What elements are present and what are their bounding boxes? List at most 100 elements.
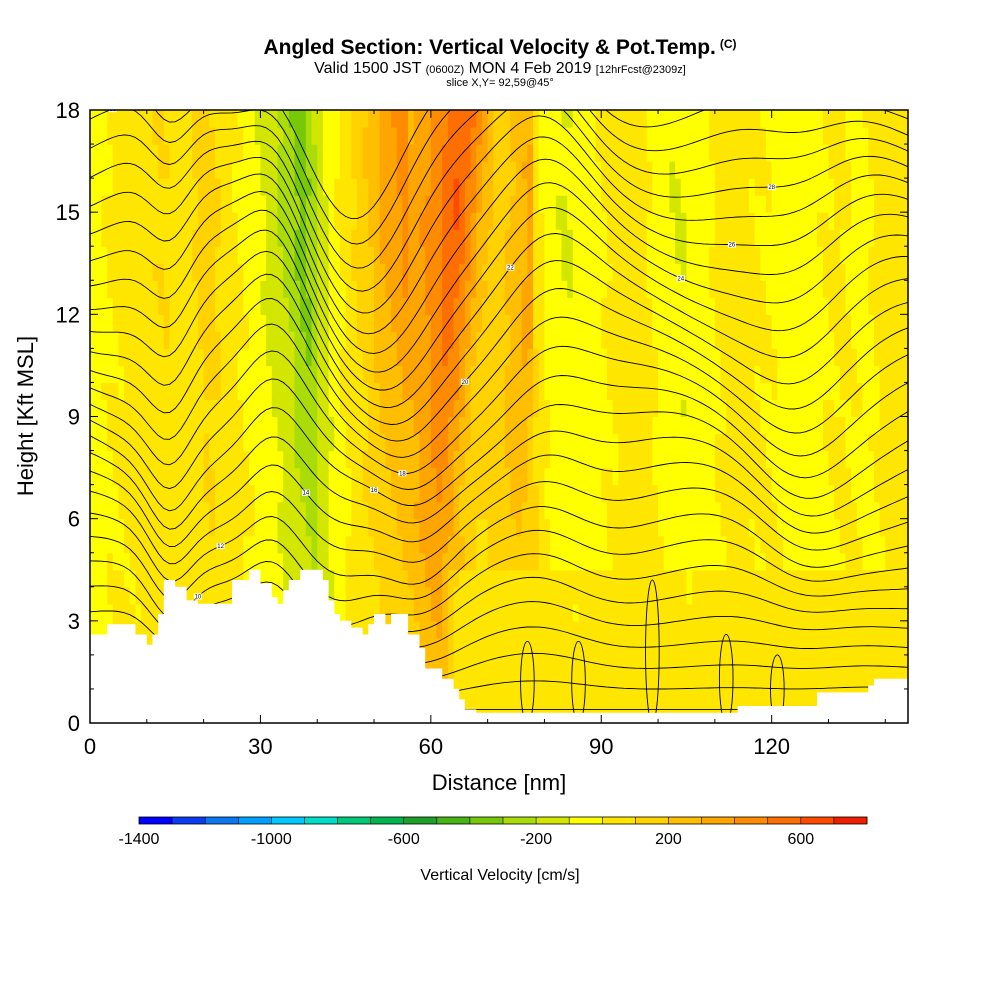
velocity-cell (362, 535, 369, 554)
velocity-cell (720, 263, 727, 281)
velocity-cell (254, 314, 262, 332)
velocity-cell (504, 161, 511, 179)
velocity-cell (118, 178, 125, 196)
velocity-cell (868, 552, 875, 571)
velocity-cell (351, 501, 358, 520)
velocity-cell (459, 365, 466, 384)
velocity-cell (544, 416, 551, 435)
velocity-cell (95, 450, 102, 469)
velocity-cell (890, 314, 898, 332)
velocity-cell (385, 280, 392, 298)
velocity-cell (521, 212, 529, 230)
velocity-cell (544, 399, 551, 418)
velocity-cell (442, 467, 449, 486)
velocity-cell (385, 382, 392, 401)
velocity-cell (731, 416, 739, 435)
velocity-cell (214, 212, 222, 230)
velocity-cell (635, 501, 642, 520)
velocity-cell (510, 552, 517, 571)
velocity-cell (856, 263, 864, 281)
velocity-cell (726, 144, 733, 162)
velocity-cell (817, 382, 824, 401)
velocity-cell (226, 297, 233, 315)
velocity-cell (413, 501, 421, 520)
velocity-cell (680, 450, 688, 469)
velocity-cell (379, 382, 386, 401)
velocity-cell (589, 195, 597, 213)
velocity-cell (356, 416, 364, 435)
velocity-cell (158, 161, 165, 179)
velocity-cell (834, 263, 841, 281)
velocity-cell (186, 586, 193, 605)
velocity-cell (817, 637, 824, 656)
velocity-cell (612, 671, 619, 690)
velocity-cell (442, 195, 449, 213)
velocity-cell (356, 212, 364, 230)
velocity-cell (107, 552, 114, 571)
velocity-cell (777, 212, 784, 230)
velocity-cell (266, 144, 273, 162)
velocity-cell (879, 297, 886, 315)
velocity-cell (129, 263, 137, 281)
velocity-cell (356, 331, 364, 349)
velocity-cell (356, 229, 364, 247)
velocity-cell (868, 433, 875, 452)
velocity-cell (305, 229, 313, 247)
velocity-cell (158, 127, 165, 145)
velocity-cell (680, 229, 688, 247)
velocity-cell (339, 484, 347, 503)
velocity-cell (146, 127, 154, 145)
velocity-cell (663, 671, 671, 690)
velocity-cell (135, 348, 142, 367)
velocity-cell (447, 501, 455, 520)
velocity-cell (805, 161, 813, 179)
velocity-cell (510, 212, 517, 230)
velocity-cell (788, 229, 795, 247)
velocity-cell (868, 467, 875, 486)
velocity-cell (879, 637, 886, 656)
velocity-cell (402, 144, 409, 162)
velocity-cell (322, 195, 330, 213)
velocity-cell (868, 331, 875, 349)
velocity-cell (146, 314, 154, 332)
velocity-cell (697, 331, 705, 349)
velocity-cell (623, 603, 631, 622)
velocity-cell (538, 433, 546, 452)
velocity-cell (379, 433, 386, 452)
velocity-cell (851, 263, 858, 281)
velocity-cell (351, 144, 358, 162)
velocity-cell (118, 314, 125, 332)
velocity-cell (90, 416, 97, 435)
velocity-cell (459, 416, 466, 435)
velocity-cell (362, 365, 369, 384)
velocity-cell (618, 161, 625, 179)
velocity-cell (646, 501, 653, 520)
velocity-cell (430, 637, 438, 656)
velocity-cell (385, 365, 392, 384)
velocity-cell (476, 467, 483, 486)
velocity-cell (777, 263, 784, 281)
velocity-cell (754, 263, 761, 281)
velocity-cell (510, 603, 517, 622)
velocity-cell (254, 331, 262, 349)
velocity-cell (141, 348, 148, 367)
velocity-cell (95, 569, 102, 588)
velocity-cell (561, 297, 568, 315)
velocity-cell (436, 195, 443, 213)
velocity-cell (890, 484, 898, 503)
velocity-cell (578, 314, 585, 332)
velocity-cell (516, 161, 523, 179)
velocity-cell (396, 552, 404, 571)
velocity-cell (811, 280, 818, 298)
velocity-cell (572, 501, 580, 520)
velocity-cell (629, 535, 636, 554)
velocity-cell (550, 450, 557, 469)
velocity-cell (635, 654, 642, 673)
velocity-cell (305, 433, 313, 452)
velocity-cell (873, 467, 881, 486)
velocity-cell (788, 654, 795, 673)
velocity-cell (646, 654, 653, 673)
velocity-cell (584, 654, 591, 673)
velocity-cell (533, 178, 540, 196)
velocity-cell (249, 178, 256, 196)
